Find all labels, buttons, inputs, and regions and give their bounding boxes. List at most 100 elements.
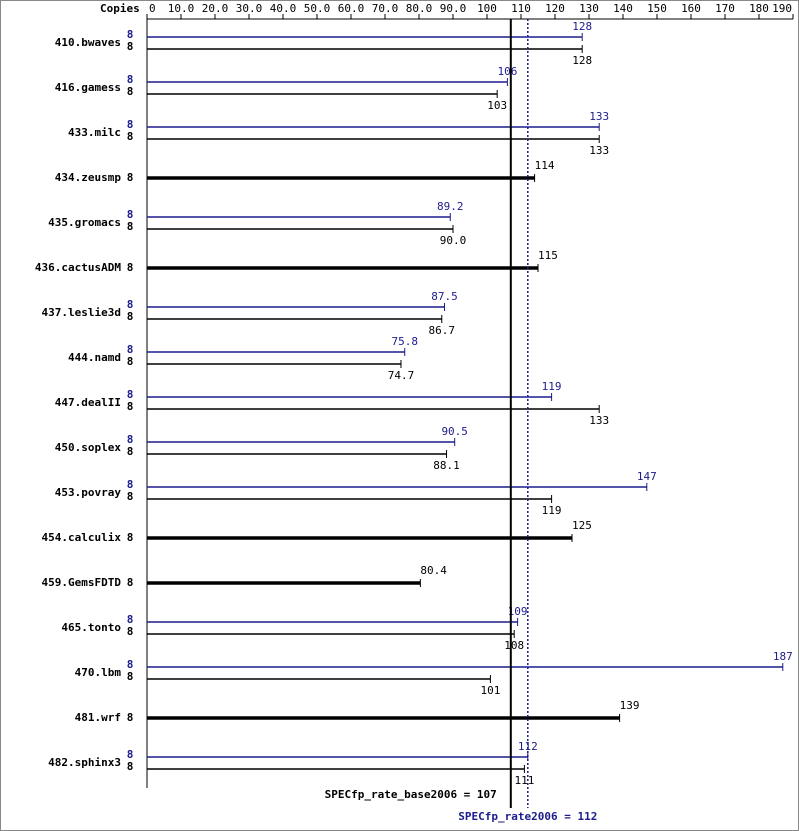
value-label: 109 (508, 605, 528, 618)
value-label: 111 (514, 774, 534, 787)
benchmark-name: 454.calculix (42, 531, 122, 544)
copies: 8 (127, 388, 134, 401)
x-tick-label: 90.0 (440, 2, 467, 15)
benchmark-name: 434.zeusmp (55, 171, 122, 184)
copies: 8 (127, 298, 134, 311)
benchmark-name: 447.dealII (55, 396, 121, 409)
copies: 8 (127, 130, 134, 143)
x-tick-label: 70.0 (372, 2, 399, 15)
benchmark-name: 433.milc (68, 126, 121, 139)
benchmark-name: 436.cactusADM (35, 261, 121, 274)
benchmark-name: 437.leslie3d (42, 306, 121, 319)
value-label: 89.2 (437, 200, 464, 213)
value-label: 86.7 (429, 324, 456, 337)
copies: 8 (127, 343, 134, 356)
copies: 8 (127, 625, 134, 638)
x-tick-label: 170 (715, 2, 735, 15)
x-tick-label: 100 (477, 2, 497, 15)
x-tick-label: 40.0 (270, 2, 297, 15)
value-label: 119 (542, 380, 562, 393)
copies: 8 (127, 220, 134, 233)
benchmark-name: 470.lbm (75, 666, 122, 679)
benchmark-name: 435.gromacs (48, 216, 121, 229)
x-tick-label: 160 (681, 2, 701, 15)
value-label: 87.5 (431, 290, 458, 303)
value-label: 112 (518, 740, 538, 753)
benchmark-name: 450.soplex (55, 441, 122, 454)
copies: 8 (127, 760, 134, 773)
value-label: 133 (589, 414, 609, 427)
value-label: 75.8 (391, 335, 418, 348)
value-label: 88.1 (433, 459, 460, 472)
copies: 8 (127, 748, 134, 761)
value-label: 125 (572, 519, 592, 532)
x-tick-label: 50.0 (304, 2, 331, 15)
copies: 8 (127, 28, 134, 41)
x-tick-label: 10.0 (168, 2, 195, 15)
value-label: 133 (589, 144, 609, 157)
benchmark-name: 453.povray (55, 486, 122, 499)
copies-header: Copies (100, 2, 140, 15)
value-label: 101 (480, 684, 500, 697)
value-label: 115 (538, 249, 558, 262)
copies: 8 (127, 658, 134, 671)
x-tick-label: 80.0 (406, 2, 433, 15)
benchmark-name: 416.gamess (55, 81, 121, 94)
x-tick-label: 180 (749, 2, 769, 15)
benchmark-name: 465.tonto (61, 621, 121, 634)
value-label: 119 (542, 504, 562, 517)
benchmark-name: 444.namd (68, 351, 121, 364)
copies: 8 (127, 490, 134, 503)
copies: 8 (127, 171, 134, 184)
value-label: 106 (497, 65, 517, 78)
value-label: 108 (504, 639, 524, 652)
value-label: 133 (589, 110, 609, 123)
benchmark-name: 459.GemsFDTD (42, 576, 122, 589)
value-label: 128 (572, 20, 592, 33)
x-tick-label: 130 (579, 2, 599, 15)
value-label: 74.7 (388, 369, 415, 382)
copies: 8 (127, 433, 134, 446)
copies: 8 (127, 531, 134, 544)
copies: 8 (127, 85, 134, 98)
copies: 8 (127, 613, 134, 626)
value-label: 90.0 (440, 234, 467, 247)
value-label: 90.5 (441, 425, 468, 438)
x-tick-label: 20.0 (202, 2, 229, 15)
x-tick-label: 190 (772, 2, 792, 15)
copies: 8 (127, 711, 134, 724)
benchmark-name: 481.wrf (75, 711, 121, 724)
value-label: 114 (535, 159, 555, 172)
copies: 8 (127, 261, 134, 274)
x-tick-label: 150 (647, 2, 667, 15)
x-tick-label: 120 (545, 2, 565, 15)
value-label: 187 (773, 650, 793, 663)
benchmark-name: 410.bwaves (55, 36, 121, 49)
copies: 8 (127, 478, 134, 491)
copies: 8 (127, 670, 134, 683)
x-tick-label: 110 (511, 2, 531, 15)
value-label: 103 (487, 99, 507, 112)
copies: 8 (127, 576, 134, 589)
copies: 8 (127, 208, 134, 221)
value-label: 128 (572, 54, 592, 67)
copies: 8 (127, 445, 134, 458)
x-tick-label: 60.0 (338, 2, 365, 15)
copies: 8 (127, 400, 134, 413)
reference-label: SPECfp_rate2006 = 112 (458, 810, 597, 823)
x-tick-label: 30.0 (236, 2, 263, 15)
reference-label: SPECfp_rate_base2006 = 107 (325, 788, 497, 801)
value-label: 139 (620, 699, 640, 712)
copies: 8 (127, 355, 134, 368)
value-label: 147 (637, 470, 657, 483)
x-tick-label: 140 (613, 2, 633, 15)
copies: 8 (127, 118, 134, 131)
copies: 8 (127, 310, 134, 323)
x-tick-label: 0 (149, 2, 156, 15)
copies: 8 (127, 73, 134, 86)
value-label: 80.4 (420, 564, 447, 577)
copies: 8 (127, 40, 134, 53)
benchmark-name: 482.sphinx3 (48, 756, 121, 769)
